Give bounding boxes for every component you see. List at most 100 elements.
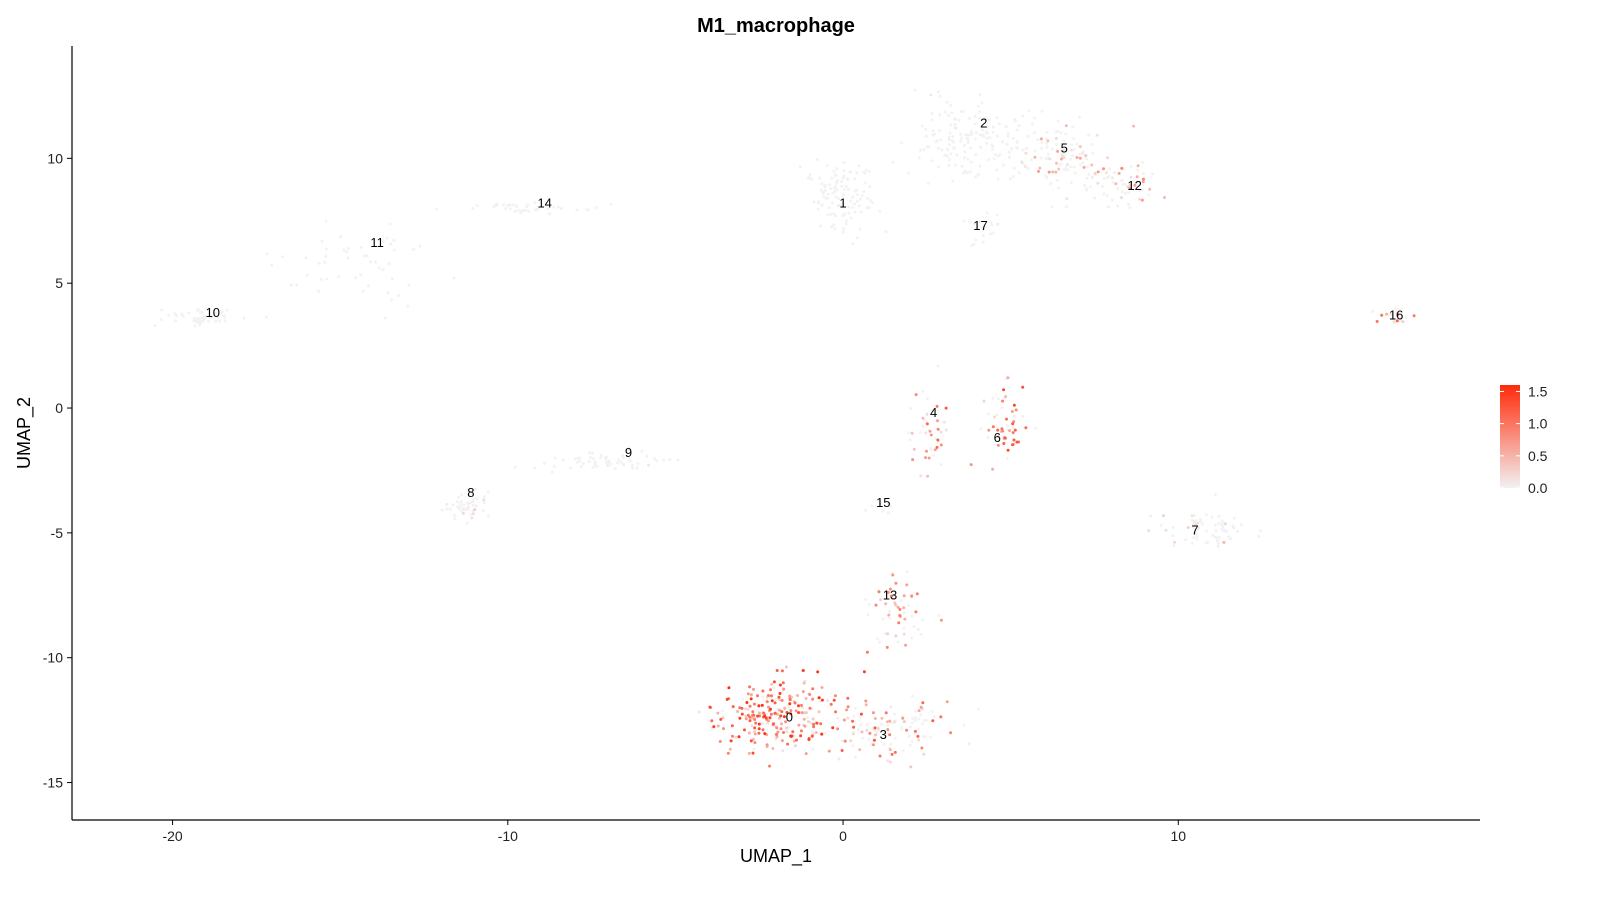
cell-point-cluster-2 [966,140,970,144]
cell-point-cluster-14 [511,203,515,207]
cell-point-cluster-7 [1222,529,1226,533]
cell-point-cluster-10 [174,313,178,317]
cell-point-cluster-6 [1024,426,1028,430]
cell-point-cluster-17 [970,244,974,248]
cell-point-cluster-0 [833,694,837,698]
cell-point-cluster-7 [1220,523,1224,527]
legend-tick-label: 1.5 [1528,383,1548,399]
cell-point-cluster-2 [1011,136,1015,140]
cell-point-cluster-11 [392,238,396,242]
cell-point-cluster-13 [881,617,885,621]
cell-point-cluster-3 [860,730,864,734]
cell-point-cluster-0 [775,669,779,672]
cell-point-cluster-7 [1216,541,1220,545]
cell-point-cluster-0 [811,697,815,701]
cell-point-cluster-10 [196,320,200,324]
y-axis-ticks: -15 -10 -5 0 5 10 [43,150,72,791]
cell-point-cluster-0 [795,738,798,742]
cell-point-cluster-5 [1054,170,1058,174]
cell-point-cluster-0 [782,731,785,734]
cell-point-cluster-4 [935,404,939,408]
cell-point-cluster-2 [954,163,958,167]
cell-point-cluster-2 [1021,114,1025,118]
cell-point-cluster-0 [729,739,733,743]
cell-point-cluster-7 [1204,529,1208,533]
cell-point-cluster-16 [1401,320,1405,324]
cell-point-cluster-7 [1232,526,1236,530]
cell-point-cluster-0 [805,711,808,715]
cell-point-cluster-10 [160,308,164,312]
cell-point-cluster-2 [950,111,954,115]
cell-point-cluster-10 [180,312,184,316]
cell-point-cluster-2 [1007,150,1011,154]
cell-point-cluster-2 [948,131,952,135]
cell-point-cluster-6 [1034,426,1038,430]
cell-point-cluster-10 [200,316,204,320]
cell-point-cluster-5 [1056,186,1060,190]
cell-point-cluster-5 [1046,152,1050,156]
cell-point-cluster-0 [744,707,748,711]
cell-point-cluster-5 [1095,133,1099,137]
cell-point-cluster-5 [1084,154,1088,158]
cell-point-cluster-2 [949,123,953,127]
cell-point-cluster-5 [1064,132,1068,136]
cell-point-cluster-0 [785,730,789,734]
cell-point-cluster-12 [1111,180,1115,184]
cell-point-cluster-5 [1008,177,1012,181]
cell-point-cluster-8 [457,495,461,499]
cell-point-cluster-0 [776,730,780,734]
cell-point-cluster-8 [487,514,490,518]
cell-point-cluster-5 [1070,143,1074,147]
cell-point-cluster-3 [836,727,840,731]
cell-point-cluster-7 [1217,522,1221,526]
cell-point-cluster-3 [888,748,892,752]
cell-point-cluster-0 [781,689,785,693]
cell-point-cluster-0 [784,665,788,669]
cell-point-cluster-17 [995,213,999,217]
cell-point-cluster-0 [753,741,757,745]
cell-point-cluster-2 [970,132,974,136]
cell-point-cluster-6 [987,428,991,432]
cluster-label-1: 1 [839,195,846,210]
cell-point-cluster-3 [939,715,943,719]
cell-point-cluster-3 [930,710,934,714]
cell-point-cluster-2 [1006,135,1010,138]
cell-point-cluster-2 [1010,147,1014,151]
cell-point-cluster-2 [992,157,996,161]
cell-point-cluster-0 [801,706,804,710]
cell-point-cluster-3 [917,709,921,713]
cell-point-cluster-16 [1385,312,1389,316]
cell-point-cluster-9 [628,448,631,451]
cell-point-cluster-1 [842,169,846,172]
cell-point-cluster-2 [1017,124,1021,128]
cell-point-cluster-17 [992,231,996,235]
cell-point-cluster-12 [1120,166,1124,170]
cell-point-cluster-1 [834,195,838,199]
cell-point-cluster-2 [922,148,926,152]
cell-point-cluster-14 [533,201,537,204]
cell-point-cluster-0 [740,706,744,710]
cell-point-cluster-3 [884,711,888,715]
cell-point-cluster-5 [1065,197,1069,201]
cell-point-cluster-3 [919,705,923,709]
cell-point-cluster-0 [811,687,815,691]
cell-point-cluster-1 [866,196,869,200]
cell-point-cluster-16 [1404,316,1408,319]
cell-point-cluster-2 [934,140,938,144]
cell-point-cluster-6 [1012,438,1016,442]
cell-point-cluster-0 [782,687,786,691]
cell-point-cluster-9 [542,461,546,465]
cell-point-cluster-13 [891,573,895,577]
cell-point-cluster-0 [748,704,752,708]
cell-point-cluster-16 [1375,320,1379,323]
cell-point-cluster-9 [599,456,603,460]
cluster-label-2: 2 [980,115,987,130]
cell-point-cluster-9 [606,464,610,468]
cell-point-cluster-3 [925,718,929,722]
cell-point-cluster-6 [982,399,986,403]
cell-point-cluster-1 [846,187,850,191]
cell-point-cluster-1 [836,204,840,208]
cell-point-cluster-12 [1127,190,1131,194]
cell-point-cluster-7 [1192,520,1196,524]
cell-point-cluster-7 [1229,537,1233,541]
